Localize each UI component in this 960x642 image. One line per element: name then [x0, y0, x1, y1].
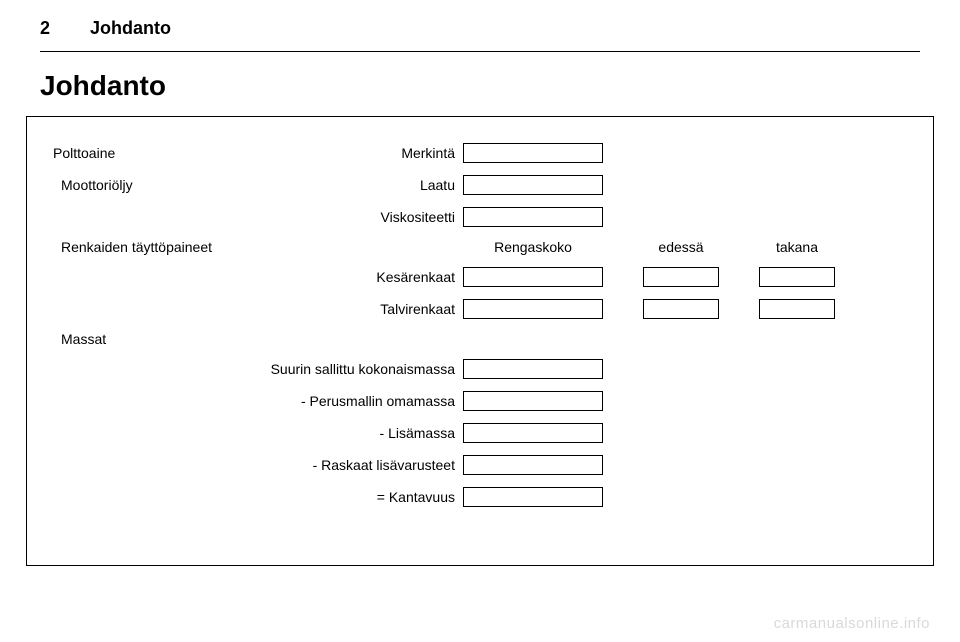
input-summer-size[interactable]: [463, 267, 603, 287]
label-masses-category: Massat: [53, 331, 243, 347]
row-winter-tires: Talvirenkaat: [53, 299, 907, 319]
input-oil-quality[interactable]: [463, 175, 603, 195]
label-heavy: - Raskaat lisävarusteet: [243, 457, 463, 473]
input-fuel-marking[interactable]: [463, 143, 603, 163]
row-oil-viscosity: Viskositeetti: [53, 207, 907, 227]
row-heavy: - Raskaat lisävarusteet: [53, 455, 907, 475]
label-oil-viscosity: Viskositeetti: [243, 209, 463, 225]
label-kerb: - Perusmallin omamassa: [243, 393, 463, 409]
page-title: Johdanto: [0, 62, 960, 116]
row-payload: = Kantavuus: [53, 487, 907, 507]
section-name: Johdanto: [90, 18, 171, 39]
label-tire-category: Renkaiden täyttöpaineet: [53, 239, 243, 255]
page-number: 2: [40, 18, 50, 39]
row-oil-quality: Moottoriöljy Laatu: [53, 175, 907, 195]
input-winter-front[interactable]: [643, 299, 719, 319]
row-tire-header: Renkaiden täyttöpaineet Rengaskoko edessä t…: [53, 239, 907, 255]
input-summer-front[interactable]: [643, 267, 719, 287]
input-kerb[interactable]: [463, 391, 603, 411]
label-summer-tires: Kesärenkaat: [243, 269, 463, 285]
input-extra[interactable]: [463, 423, 603, 443]
row-fuel: Polttoaine Merkintä: [53, 143, 907, 163]
label-fuel-category: Polttoaine: [53, 145, 243, 161]
label-tire-size: Rengaskoko: [463, 239, 603, 255]
input-payload[interactable]: [463, 487, 603, 507]
label-winter-tires: Talvirenkaat: [243, 301, 463, 317]
row-gvw: Suurin sallittu kokonaismassa: [53, 359, 907, 379]
label-extra: - Lisämassa: [243, 425, 463, 441]
label-oil-quality: Laatu: [243, 177, 463, 193]
row-masses: Massat: [53, 331, 907, 347]
label-gvw: Suurin sallittu kokonaismassa: [243, 361, 463, 377]
input-winter-size[interactable]: [463, 299, 603, 319]
label-front: edessä: [643, 239, 719, 255]
row-extra: - Lisämassa: [53, 423, 907, 443]
input-oil-viscosity[interactable]: [463, 207, 603, 227]
form-frame: Polttoaine Merkintä Moottoriöljy Laatu V…: [26, 116, 934, 566]
header-rule: [40, 51, 920, 52]
row-summer-tires: Kesärenkaat: [53, 267, 907, 287]
input-winter-rear[interactable]: [759, 299, 835, 319]
input-summer-rear[interactable]: [759, 267, 835, 287]
watermark: carmanualsonline.info: [774, 615, 930, 632]
input-heavy[interactable]: [463, 455, 603, 475]
label-fuel-marking: Merkintä: [243, 145, 463, 161]
input-gvw[interactable]: [463, 359, 603, 379]
page-header: 2 Johdanto: [0, 0, 960, 47]
label-oil-category: Moottoriöljy: [53, 177, 243, 193]
label-rear: takana: [759, 239, 835, 255]
row-kerb: - Perusmallin omamassa: [53, 391, 907, 411]
label-payload: = Kantavuus: [243, 489, 463, 505]
